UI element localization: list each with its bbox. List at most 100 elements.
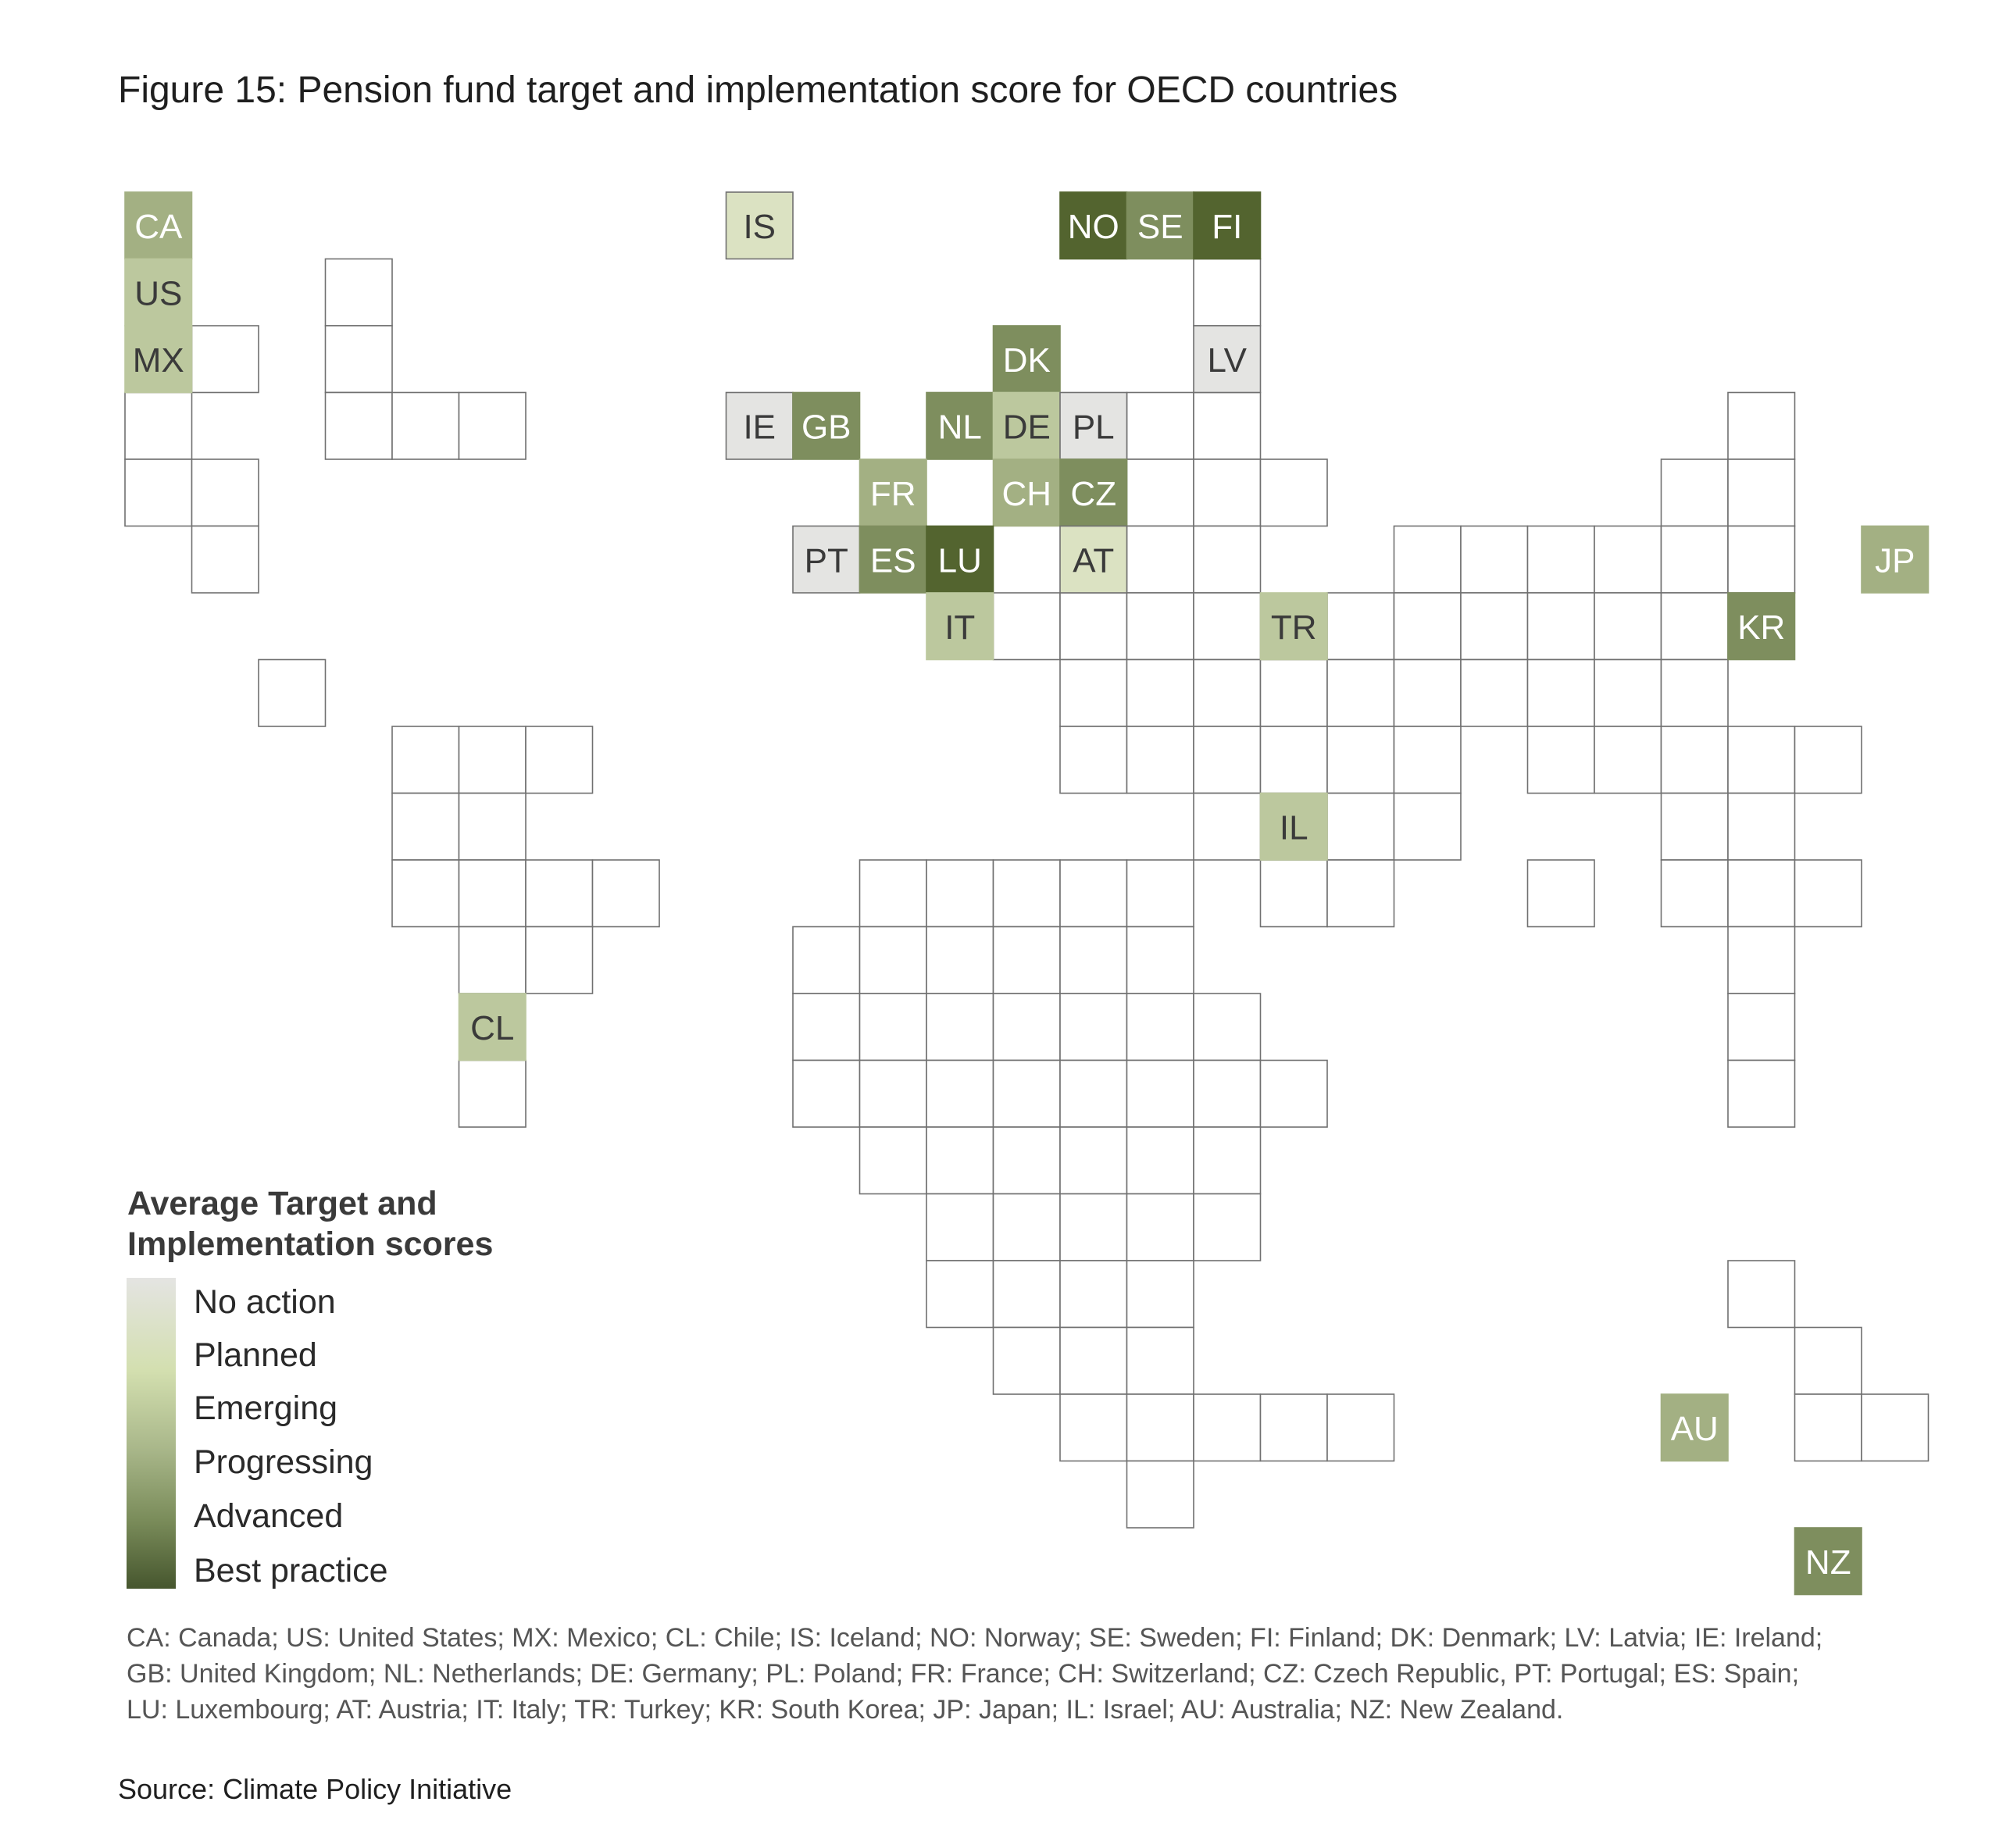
- country-label-jp: JP: [1875, 541, 1915, 580]
- empty-tile: [1326, 726, 1395, 794]
- empty-tile: [258, 658, 327, 727]
- country-label-kr: KR: [1737, 608, 1785, 647]
- empty-tile: [458, 926, 527, 994]
- legend-gradient-bar: [127, 1278, 176, 1589]
- footnote-line: GB: United Kingdom; NL: Netherlands; DE:…: [127, 1659, 1800, 1689]
- empty-tile: [1059, 1260, 1128, 1329]
- country-tile-au: [1660, 1393, 1729, 1462]
- legend-title: Average Target and Implementation scores: [127, 1183, 493, 1265]
- empty-tile: [926, 1126, 994, 1195]
- empty-tile: [1126, 1460, 1194, 1529]
- country-code-footnote: CA: Canada; US: United States; MX: Mexic…: [127, 1620, 1923, 1728]
- empty-tile: [191, 458, 259, 527]
- country-tile-se: [1126, 191, 1194, 260]
- empty-tile: [458, 1059, 527, 1128]
- empty-tile: [1059, 1193, 1128, 1261]
- empty-tile: [1727, 1260, 1796, 1329]
- empty-tile: [1526, 726, 1595, 794]
- empty-tile: [1526, 592, 1595, 661]
- empty-tile: [1059, 726, 1128, 794]
- country-tile-cl: [458, 993, 527, 1061]
- empty-tile: [992, 1260, 1061, 1329]
- empty-tile: [1059, 859, 1128, 928]
- legend-label-advanced: Advanced: [194, 1497, 344, 1535]
- country-tile-ie: [725, 391, 794, 460]
- empty-tile: [1126, 658, 1194, 727]
- empty-tile: [1259, 1059, 1328, 1128]
- empty-tile: [1193, 792, 1262, 861]
- country-label-fi: FI: [1212, 208, 1242, 246]
- empty-tile: [1526, 859, 1595, 928]
- empty-tile: [1393, 792, 1462, 861]
- country-tile-nl: [926, 391, 994, 460]
- empty-tile: [458, 391, 527, 460]
- country-label-nl: NL: [938, 408, 982, 446]
- country-tile-us: [124, 258, 193, 326]
- country-label-nz: NZ: [1805, 1543, 1851, 1582]
- country-label-pl: PL: [1073, 408, 1115, 446]
- empty-tile: [1059, 592, 1128, 661]
- empty-tile: [1727, 859, 1796, 928]
- country-tile-lu: [926, 525, 994, 594]
- empty-tile: [859, 859, 927, 928]
- empty-tile: [1794, 1393, 1862, 1462]
- empty-tile: [1126, 458, 1194, 527]
- empty-tile: [926, 993, 994, 1061]
- empty-tile: [992, 1126, 1061, 1195]
- empty-tile: [1660, 592, 1729, 661]
- empty-tile: [1727, 1059, 1796, 1128]
- empty-tile: [1660, 525, 1729, 594]
- empty-tile: [1326, 1393, 1395, 1462]
- legend-label-emerging: Emerging: [194, 1390, 338, 1427]
- country-label-is: IS: [743, 208, 776, 246]
- empty-tile: [792, 993, 861, 1061]
- empty-tile: [458, 859, 527, 928]
- empty-tile: [1059, 1393, 1128, 1462]
- empty-tile: [391, 726, 460, 794]
- empty-tile: [792, 926, 861, 994]
- empty-tile: [1193, 391, 1262, 460]
- country-label-es: ES: [870, 541, 916, 580]
- country-tile-kr: [1727, 592, 1796, 661]
- empty-tile: [1126, 592, 1194, 661]
- empty-tile: [1727, 926, 1796, 994]
- empty-tile: [926, 859, 994, 928]
- empty-tile: [1193, 525, 1262, 594]
- country-tile-pl: [1059, 391, 1128, 460]
- empty-tile: [992, 926, 1061, 994]
- empty-tile: [1594, 525, 1662, 594]
- footnote-line: LU: Luxembourg; AT: Austria; IT: Italy; …: [127, 1695, 1564, 1725]
- country-label-gb: GB: [801, 408, 851, 446]
- empty-tile: [1727, 391, 1796, 460]
- empty-tile: [591, 859, 660, 928]
- empty-tile: [992, 993, 1061, 1061]
- empty-tile: [1126, 726, 1194, 794]
- country-tile-no: [1059, 191, 1128, 260]
- empty-tile: [458, 726, 527, 794]
- empty-tile: [1460, 525, 1529, 594]
- country-label-ca: CA: [134, 208, 183, 246]
- empty-tile: [1727, 525, 1796, 594]
- empty-tile: [191, 325, 259, 394]
- empty-tile: [792, 1059, 861, 1128]
- legend-label-progressing: Progressing: [194, 1443, 373, 1481]
- country-label-pt: PT: [805, 541, 848, 580]
- empty-tile: [1594, 726, 1662, 794]
- empty-tile: [1126, 1059, 1194, 1128]
- country-tile-is: [725, 191, 794, 260]
- country-label-mx: MX: [133, 341, 184, 380]
- empty-tile: [191, 525, 259, 594]
- country-label-il: IL: [1280, 808, 1308, 847]
- empty-tile: [1126, 1260, 1194, 1329]
- country-tile-fr: [859, 458, 927, 527]
- empty-tile: [1059, 1326, 1128, 1395]
- empty-tile: [1727, 726, 1796, 794]
- empty-tile: [1126, 525, 1194, 594]
- empty-tile: [324, 258, 393, 326]
- empty-tile: [1794, 859, 1862, 928]
- empty-tile: [1126, 1393, 1194, 1462]
- empty-tile: [1460, 592, 1529, 661]
- empty-tile: [391, 859, 460, 928]
- empty-tile: [1193, 726, 1262, 794]
- empty-tile: [992, 1059, 1061, 1128]
